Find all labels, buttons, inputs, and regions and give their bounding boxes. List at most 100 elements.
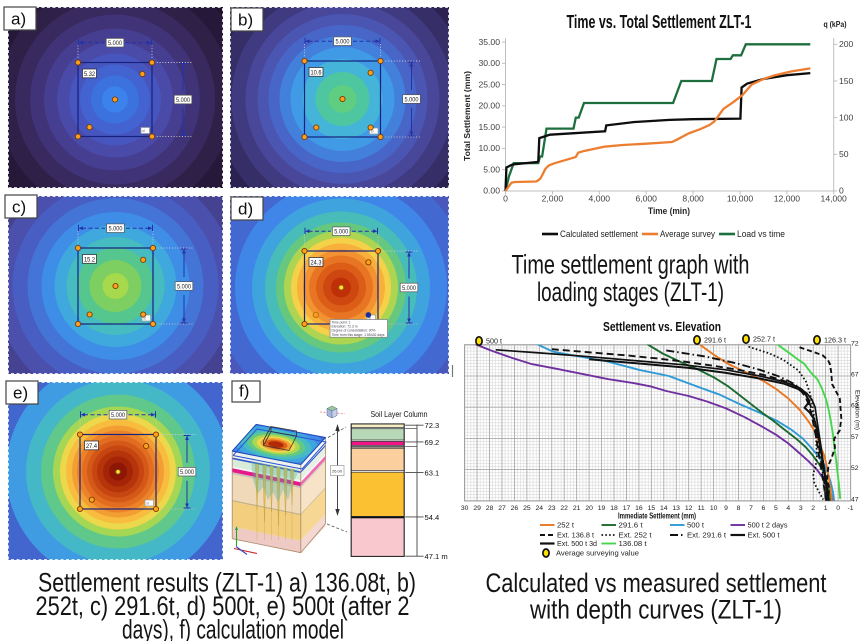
svg-text:c): c) (12, 198, 26, 217)
svg-text:12: 12 (685, 505, 693, 512)
svg-text:252 t: 252 t (557, 521, 574, 530)
svg-text:54.4: 54.4 (425, 513, 440, 522)
svg-text:5.00: 5.00 (483, 164, 500, 174)
svg-text:Calculated settlement: Calculated settlement (560, 229, 638, 239)
svg-text:16: 16 (635, 505, 643, 512)
svg-text:5.000: 5.000 (108, 40, 123, 47)
svg-text:57: 57 (851, 434, 859, 441)
svg-text:26.00: 26.00 (332, 469, 343, 474)
svg-text:Average surveying value: Average surveying value (556, 549, 639, 558)
svg-text:Settlement results (ZLT-1) a): Settlement results (ZLT-1) a) 136.08t, b… (38, 568, 416, 598)
svg-text:26: 26 (511, 505, 519, 512)
svg-text:Elevation: 72.3 m: Elevation: 72.3 m (332, 324, 358, 328)
svg-text:0.00: 0.00 (483, 186, 500, 196)
svg-text:27.4: 27.4 (86, 443, 97, 450)
svg-text:days), f) calculation model: days), f) calculation model (122, 615, 344, 641)
svg-text:35.00: 35.00 (478, 37, 500, 47)
svg-text:8,000: 8,000 (682, 194, 704, 204)
svg-text:2: 2 (811, 505, 815, 512)
svg-text:291.6 t: 291.6 t (704, 336, 726, 345)
svg-text:200: 200 (839, 39, 854, 49)
svg-text:15: 15 (648, 505, 656, 512)
svg-text:21: 21 (573, 505, 581, 512)
svg-text:67: 67 (851, 372, 859, 379)
svg-text:5.000: 5.000 (176, 97, 191, 104)
svg-text:Settlement vs. Elevation: Settlement vs. Elevation (603, 320, 721, 334)
svg-text:Time from this stage: 1.55432: Time from this stage: 1.55432 days (332, 333, 385, 337)
svg-text:10.00: 10.00 (478, 143, 500, 153)
svg-text:27: 27 (498, 505, 506, 512)
svg-text:24: 24 (536, 505, 544, 512)
svg-text:f): f) (239, 382, 249, 401)
svg-text:22: 22 (560, 505, 568, 512)
svg-text:Degree of consolidation: 90%: Degree of consolidation: 90% (332, 329, 377, 333)
svg-text:2,000: 2,000 (542, 194, 564, 204)
svg-text:e): e) (13, 384, 28, 403)
svg-text:72.3: 72.3 (425, 421, 440, 430)
svg-text:291.6 t: 291.6 t (619, 521, 643, 530)
svg-text:62: 62 (851, 403, 859, 410)
svg-text:sl: sl (371, 129, 374, 134)
svg-text:a): a) (11, 10, 26, 29)
svg-text:Total Settlement (mm): Total Settlement (mm) (462, 71, 472, 161)
svg-text:5.000: 5.000 (336, 39, 351, 46)
svg-text:24.3: 24.3 (311, 259, 322, 266)
svg-text:5.000: 5.000 (177, 283, 192, 290)
svg-text:0: 0 (839, 186, 844, 196)
svg-text:6: 6 (762, 505, 766, 512)
svg-text:4,000: 4,000 (589, 194, 611, 204)
svg-text:5.000: 5.000 (334, 229, 349, 236)
svg-text:30.00: 30.00 (478, 58, 500, 68)
svg-text:Ext. 500 t: Ext. 500 t (748, 531, 780, 540)
svg-text:252.7 t: 252.7 t (753, 335, 775, 344)
svg-text:Immediate Settlement (mm): Immediate Settlement (mm) (618, 512, 696, 521)
svg-text:12,000: 12,000 (774, 194, 801, 204)
svg-text:20.00: 20.00 (478, 101, 500, 111)
svg-text:4: 4 (786, 505, 790, 512)
svg-text:5.000: 5.000 (111, 412, 126, 419)
svg-text:30: 30 (461, 505, 469, 512)
svg-text:1: 1 (824, 505, 828, 512)
svg-text:Time vs. Total Settlement ZLT-: Time vs. Total Settlement ZLT-1 (567, 12, 752, 32)
svg-text:63.1: 63.1 (425, 468, 440, 477)
svg-text:0: 0 (503, 194, 508, 204)
svg-text:47.1 m: 47.1 m (425, 552, 448, 561)
svg-text:sl: sl (368, 316, 371, 321)
svg-text:Elevation (m): Elevation (m) (854, 390, 861, 430)
svg-text:20: 20 (585, 505, 593, 512)
svg-text:with depth curves (ZLT-1): with depth curves (ZLT-1) (529, 595, 782, 625)
svg-text:d): d) (238, 200, 253, 219)
svg-text:Ext. 291.6 t: Ext. 291.6 t (687, 531, 726, 540)
svg-text:126.3 t: 126.3 t (824, 336, 846, 345)
svg-text:72: 72 (851, 340, 859, 347)
svg-text:69.2: 69.2 (425, 438, 440, 447)
svg-text:11: 11 (698, 505, 705, 512)
svg-text:5.000: 5.000 (180, 469, 195, 476)
svg-text:b): b) (238, 11, 253, 30)
svg-text:5.000: 5.000 (402, 285, 417, 292)
svg-text:10: 10 (710, 505, 718, 512)
svg-text:28: 28 (486, 505, 494, 512)
svg-text:sl: sl (146, 501, 149, 506)
svg-text:136.08 t: 136.08 t (619, 539, 647, 548)
svg-text:500 t 2 days: 500 t 2 days (748, 521, 788, 530)
svg-text:14,000: 14,000 (821, 194, 848, 204)
svg-text:7: 7 (749, 505, 753, 512)
svg-text:19: 19 (598, 505, 606, 512)
svg-text:25: 25 (523, 505, 531, 512)
svg-text:18: 18 (610, 505, 618, 512)
svg-text:Time (min): Time (min) (648, 206, 690, 216)
svg-text:Average survey: Average survey (660, 229, 715, 239)
svg-text:3: 3 (799, 505, 803, 512)
svg-text:5.000: 5.000 (405, 96, 420, 103)
svg-text:Load vs time: Load vs time (737, 229, 785, 239)
svg-text:loading stages (ZLT-1): loading stages (ZLT-1) (537, 277, 724, 307)
svg-text:5.000: 5.000 (109, 226, 124, 233)
svg-text:5.32: 5.32 (84, 71, 95, 78)
svg-text:100: 100 (839, 112, 854, 122)
svg-text:8: 8 (737, 505, 741, 512)
svg-text:0: 0 (836, 505, 840, 512)
svg-text:150: 150 (839, 76, 854, 86)
svg-text:500 t: 500 t (486, 337, 502, 346)
svg-text:13: 13 (672, 505, 680, 512)
